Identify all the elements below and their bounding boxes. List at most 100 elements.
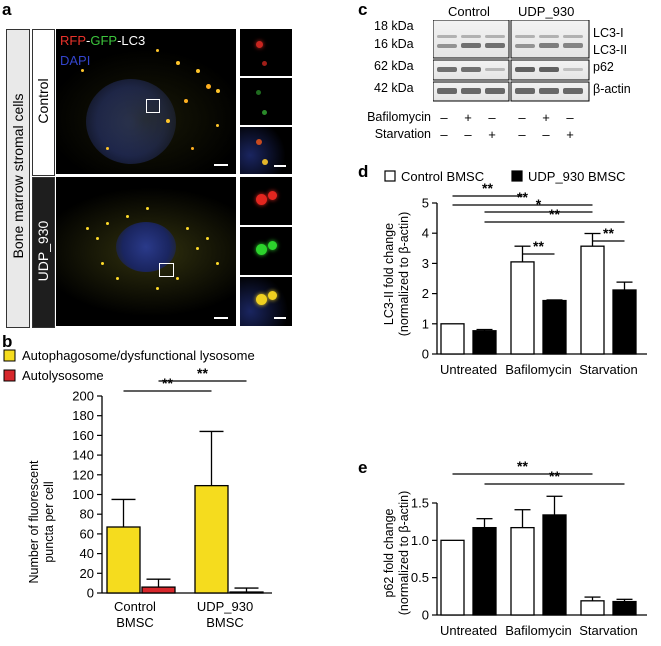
y-tick-label: 1	[422, 316, 429, 331]
panel-label-e: e	[358, 458, 368, 477]
band	[485, 43, 505, 48]
blot-lc3	[433, 20, 510, 59]
punctum	[156, 287, 159, 290]
sign-starvation: +	[488, 127, 496, 142]
significance-label: **	[549, 206, 560, 222]
punctum	[256, 244, 267, 255]
legend-swatch-control	[384, 170, 396, 182]
y-axis-label-line1: p62 fold change	[382, 508, 396, 597]
sign-bafilomycin: –	[518, 110, 526, 125]
punctum	[268, 241, 277, 250]
bar	[440, 323, 465, 355]
kda-label-18: 18 kDa	[374, 19, 414, 33]
punctum	[262, 159, 268, 165]
significance-label: **	[533, 238, 544, 254]
treatment-label-bafilomycin: Bafilomycin	[367, 110, 431, 124]
side-label: Bone marrow stromal cells	[10, 93, 26, 259]
bar	[472, 526, 497, 616]
significance-label: **	[162, 375, 173, 391]
punctum	[184, 99, 188, 103]
band	[539, 43, 559, 48]
significance-label: **	[197, 365, 208, 381]
bar	[141, 586, 176, 594]
band	[515, 44, 535, 48]
band	[515, 88, 535, 94]
punctum	[81, 69, 84, 72]
punctum	[96, 237, 99, 240]
x-tick-label: Starvation	[579, 623, 638, 638]
side-label-box	[6, 29, 30, 328]
punctum	[101, 262, 104, 265]
x-tick-label-control-line1: Control	[114, 599, 156, 614]
band	[437, 88, 457, 94]
punctum	[256, 90, 261, 95]
legend-label-control: Control BMSC	[401, 169, 484, 184]
significance-label: **	[603, 225, 614, 241]
band-label-p62: p62	[593, 60, 614, 74]
sign-bafilomycin: +	[464, 110, 472, 125]
bar	[612, 289, 637, 355]
panel-label-b: b	[2, 332, 13, 351]
zoom-box	[159, 263, 174, 277]
punctum	[191, 147, 194, 150]
scale-bar	[214, 164, 228, 166]
row-label-control: Control	[35, 78, 51, 124]
y-axis-label-line1: LC3-II fold change	[382, 223, 396, 325]
punctum	[116, 277, 119, 280]
significance-label: *	[536, 196, 542, 212]
punctum	[262, 61, 267, 66]
x-tick-label: Untreated	[440, 623, 497, 638]
legend-label-autophagosome: Autophagosome/dysfunctional lysosome	[22, 348, 255, 363]
punctum	[146, 207, 149, 210]
significance-label: **	[517, 458, 528, 474]
y-tick-label: 4	[422, 226, 429, 241]
micrograph-control: RFP-GFP-LC3 DAPI	[56, 29, 236, 174]
y-tick-label: 120	[72, 467, 94, 482]
punctum	[176, 277, 179, 280]
legend-label-autolysosome: Autolysosome	[22, 368, 104, 383]
band	[461, 67, 481, 72]
band	[485, 88, 505, 94]
punctum	[166, 119, 170, 123]
punctum	[268, 191, 277, 200]
bar	[542, 514, 567, 616]
bar	[440, 539, 465, 616]
thumb-udp-merge	[240, 277, 292, 326]
punctum	[196, 69, 200, 73]
x-tick-label-udp-line1: UDP_930	[197, 599, 253, 614]
panel-label-d: d	[358, 162, 369, 181]
panel-label-a: a	[2, 0, 12, 19]
y-axis-label-line2: (normalized to β-actin)	[397, 212, 411, 337]
sign-starvation: –	[464, 127, 472, 142]
sign-bafilomycin: –	[566, 110, 574, 125]
x-tick-label: Bafilomycin	[505, 362, 571, 377]
bar	[229, 591, 264, 594]
punctum	[176, 61, 180, 65]
row-label-udp: UDP_930	[35, 220, 51, 282]
stain-label-dapi: DAPI	[60, 53, 91, 68]
y-tick-label: 20	[80, 566, 94, 581]
y-tick-label: 0.5	[411, 570, 429, 585]
thumb-control-red	[240, 29, 292, 76]
stain-label-line1: RFP-GFP-LC3	[60, 33, 146, 48]
panel-d: Control BMSC UDP_930 BMSC LC3-II fold ch…	[382, 169, 647, 377]
row-label-box-control	[32, 29, 55, 176]
y-tick-label: 5	[422, 196, 429, 211]
punctum	[262, 110, 267, 115]
blot-lc3	[510, 20, 590, 59]
bar	[612, 600, 637, 616]
x-tick-label-control-line2: BMSC	[116, 615, 154, 630]
sign-starvation: –	[542, 127, 550, 142]
sign-bafilomycin: –	[488, 110, 496, 125]
kda-label-62: 62 kDa	[374, 59, 414, 73]
y-tick-label: 1.5	[411, 496, 429, 511]
punctum	[256, 294, 267, 305]
punctum	[206, 237, 209, 240]
group-label-control: Control	[448, 4, 490, 19]
significance-label: **	[482, 180, 493, 196]
band-label-actin: β-actin	[593, 82, 631, 96]
band	[461, 35, 481, 38]
band	[437, 44, 457, 48]
bar	[580, 245, 605, 355]
band	[563, 68, 583, 71]
